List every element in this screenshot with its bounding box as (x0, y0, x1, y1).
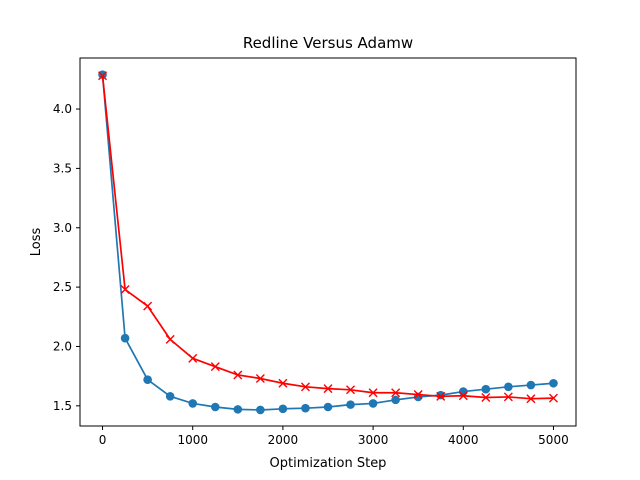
x-marker-stroke (481, 393, 491, 403)
series-1-point (210, 402, 220, 412)
x-marker-stroke (436, 391, 446, 401)
series-1-point (278, 404, 288, 414)
series-2-point (278, 378, 288, 388)
series-1-point (436, 390, 446, 400)
x-marker-stroke (323, 384, 333, 394)
series-2-point (120, 284, 130, 294)
x-tick-label: 1000 (177, 433, 208, 447)
x-marker-stroke (255, 374, 265, 384)
x-marker-stroke (278, 378, 288, 388)
series-1-point (233, 405, 243, 414)
series-2-point (548, 393, 558, 403)
series-1-point (526, 380, 536, 390)
x-marker-stroke (503, 392, 513, 402)
series-1-point (368, 399, 378, 408)
y-tick-label: 1.5 (53, 399, 72, 413)
series-1-point (256, 405, 265, 415)
y-tick-label: 3.5 (53, 161, 72, 175)
series-2-point (143, 301, 153, 311)
series-2-point (255, 374, 265, 384)
series-1-point (98, 70, 107, 79)
series-1-point (143, 375, 152, 385)
y-tick-label: 2.0 (53, 339, 72, 353)
series-layer (98, 70, 558, 415)
y-axis-label: Loss (29, 228, 44, 257)
x-marker-stroke (368, 388, 378, 398)
series-2-point (413, 390, 423, 400)
y-axis-ticks: 1.5 2.0 2.5 3.0 3.5 4.0 (53, 102, 80, 413)
series-2-point (323, 384, 333, 394)
y-tick-label: 3.0 (53, 221, 72, 235)
x-marker-stroke (210, 362, 220, 372)
x-axis-label: Optimization Step (270, 456, 387, 471)
x-marker-stroke (548, 393, 558, 403)
series-2-point (98, 71, 108, 81)
x-marker-stroke (165, 334, 175, 344)
x-marker-stroke (300, 382, 310, 392)
series-2-point (346, 385, 356, 395)
x-tick-label: 4000 (448, 433, 479, 447)
x-tick-label: 2000 (268, 433, 299, 447)
series-1-point (165, 392, 175, 401)
x-axis-ticks: 0 1000 2000 3000 4000 5000 (99, 426, 569, 447)
plot-frame (79, 57, 577, 427)
x-tick-label: 0 (99, 433, 107, 447)
series-2-point (526, 394, 536, 404)
series-2-point (210, 362, 220, 372)
series-2-point (165, 334, 175, 344)
series-2-point (391, 388, 401, 398)
x-tick-label: 5000 (538, 433, 569, 447)
series-1-point (504, 382, 513, 392)
x-marker-stroke (120, 284, 130, 294)
series-2-point (233, 370, 243, 380)
x-marker-stroke (526, 394, 536, 404)
x-marker-stroke (188, 353, 198, 363)
x-marker-stroke (233, 370, 243, 380)
series-1-point (481, 384, 491, 394)
x-marker-stroke (458, 391, 468, 401)
series-1-point (188, 399, 198, 408)
x-marker-stroke (391, 388, 401, 398)
series-2-point (458, 391, 468, 401)
series-2-point (188, 353, 198, 363)
series-2-point (368, 388, 378, 398)
chart-title: Redline Versus Adamw (243, 34, 413, 52)
series-1-point (301, 403, 310, 413)
series-2-point (300, 382, 310, 392)
x-marker-stroke (413, 390, 423, 400)
series-1-point (120, 333, 130, 343)
series-1-point (323, 402, 333, 412)
series-2-point (481, 393, 491, 403)
series-1-point (549, 378, 558, 388)
series-1-point (391, 395, 400, 405)
x-marker-stroke (143, 301, 153, 311)
series-1-point (458, 387, 468, 396)
x-marker-stroke (346, 385, 356, 395)
y-tick-label: 4.0 (53, 102, 72, 116)
series-2-point (436, 391, 446, 401)
x-marker-stroke (98, 71, 108, 81)
y-tick-label: 2.5 (53, 280, 72, 294)
series-2-point (503, 392, 513, 402)
series-1-point (346, 400, 355, 409)
x-tick-label: 3000 (358, 433, 389, 447)
